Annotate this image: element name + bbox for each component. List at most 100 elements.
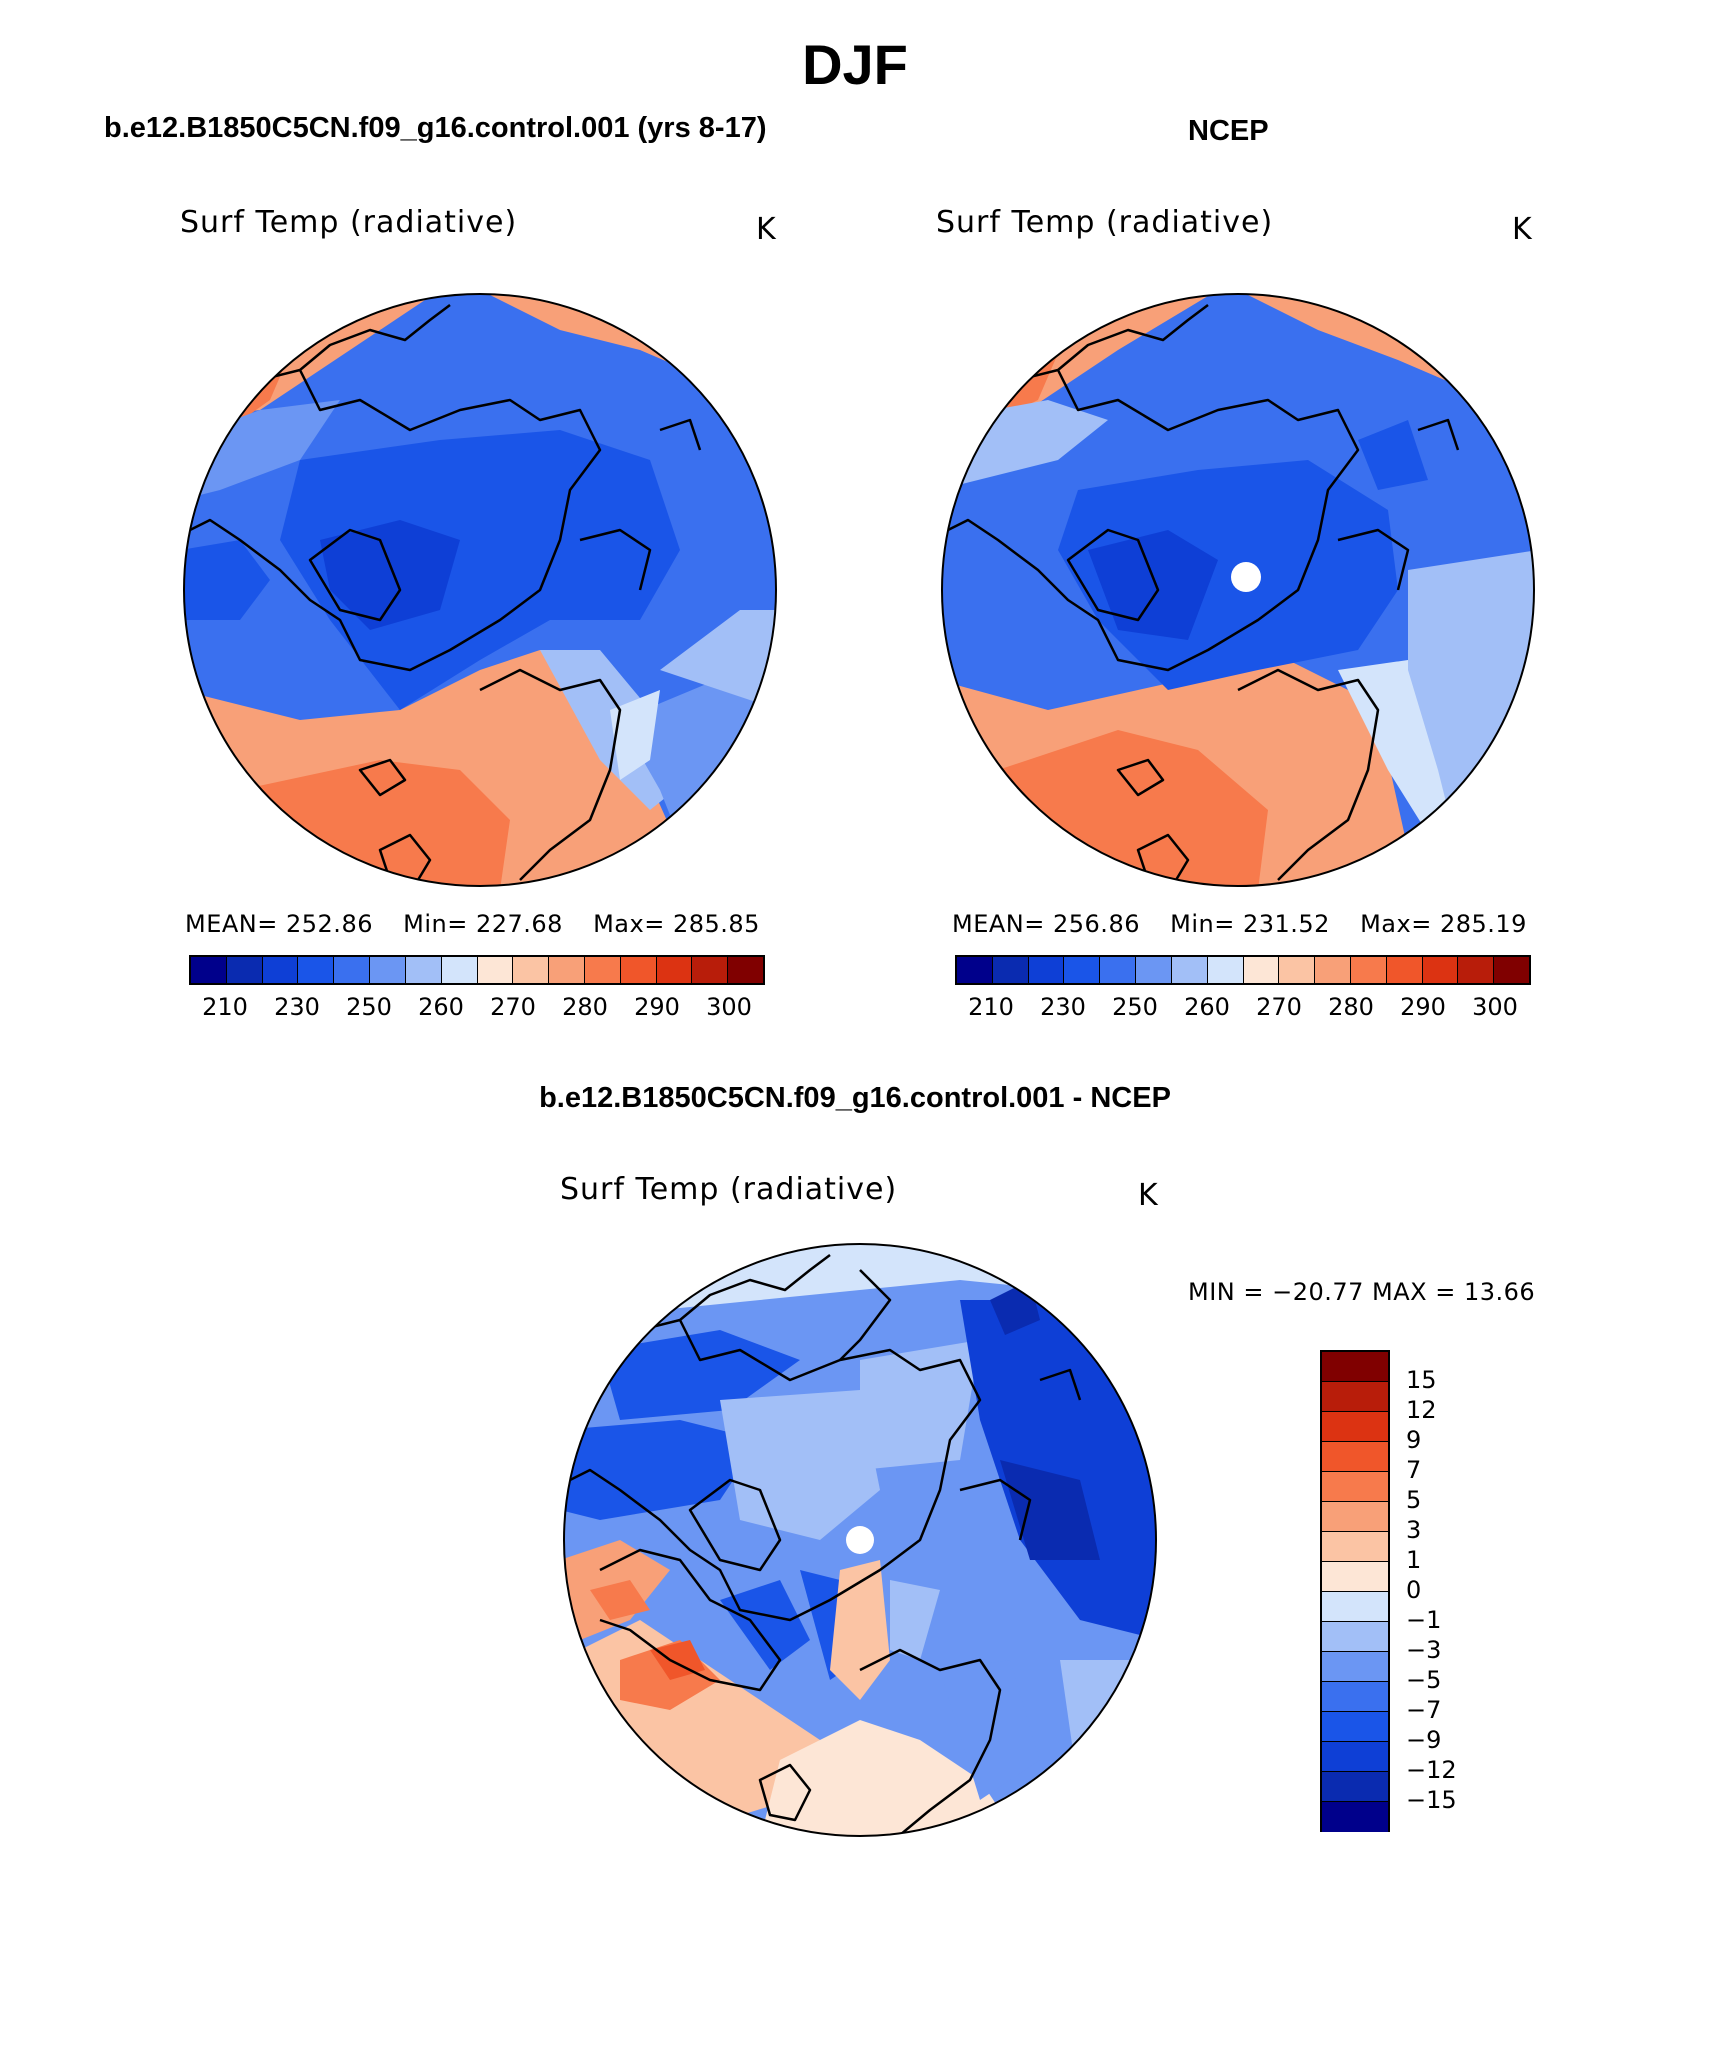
model-colorbar-tick-label: 280 [562,993,608,1021]
model-max-label: Max= [593,910,665,938]
obs-colorbar-swatch [1458,957,1495,983]
model-colorbar-tick-label: 260 [418,993,464,1021]
model-colorbar-tick-label: 250 [346,993,392,1021]
model-colorbar-swatch [549,957,585,983]
model-min-value: 227.68 [475,910,563,938]
model-mean-label: MEAN= [185,910,278,938]
diff-colorbar-tick-label: 3 [1406,1516,1422,1544]
diff-colorbar-swatch [1322,1352,1388,1382]
obs-colorbar-tick-label: 300 [1472,993,1518,1021]
model-colorbar-swatch [226,957,263,983]
obs-colorbar-tick-label: 270 [1256,993,1302,1021]
diff-colorbar-tick-label: 15 [1406,1366,1437,1394]
diff-polar-map [563,1243,1157,1837]
obs-colorbar-swatch [1207,957,1244,983]
model-variable-label: Surf Temp (radiative) [180,205,518,240]
obs-colorbar-swatch [1422,957,1459,983]
diff-colorbar-swatch [1322,1802,1388,1832]
model-colorbar-swatch [370,957,406,983]
diff-colorbar-swatch [1322,1592,1388,1622]
model-colorbar-swatch [728,957,763,983]
diff-colorbar-swatch [1322,1502,1388,1532]
obs-colorbar-swatch [1279,957,1316,983]
diff-colorbar-tick-label: −5 [1406,1666,1442,1694]
diff-panel-title: b.e12.B1850C5CN.f09_g16.control.001 - NC… [539,1082,1171,1114]
model-colorbar-swatch [441,957,478,983]
diff-colorbar-swatch [1322,1562,1388,1592]
diff-colorbar-tick-label: 7 [1406,1456,1422,1484]
diff-colorbar-swatch [1322,1682,1388,1712]
obs-colorbar-swatch [1064,957,1101,983]
obs-colorbar-swatch [1100,957,1137,983]
obs-colorbar-tick-label: 230 [1040,993,1086,1021]
model-units-label: K [756,212,777,247]
figure-title: DJF [802,33,908,96]
diff-colorbar-tick-label: 12 [1406,1396,1437,1424]
diff-colorbar-swatch [1322,1712,1388,1742]
diff-colorbar-swatch [1322,1622,1388,1652]
obs-colorbar-swatch [992,957,1029,983]
obs-colorbar-tick-label: 290 [1400,993,1446,1021]
diff-colorbar-tick-label: 1 [1406,1546,1422,1574]
obs-colorbar-swatch [1494,957,1529,983]
model-colorbar-swatch [477,957,514,983]
model-colorbar-swatch [298,957,335,983]
diff-variable-label: Surf Temp (radiative) [560,1172,898,1207]
model-colorbar-swatch [262,957,299,983]
obs-panel-title: NCEP [1188,115,1269,147]
model-mean-value: 252.86 [286,910,373,938]
obs-polar-map [941,293,1535,887]
obs-colorbar-swatch [1243,957,1280,983]
diff-colorbar-swatch [1322,1472,1388,1502]
model-colorbar-tick-label: 210 [202,993,248,1021]
obs-colorbar-swatch [1171,957,1208,983]
obs-max-label: Max= [1360,910,1432,938]
model-max-value: 285.85 [672,910,760,938]
obs-colorbar-swatch [1028,957,1065,983]
model-colorbar-swatch [334,957,371,983]
diff-colorbar-tick-label: −3 [1406,1636,1442,1664]
obs-stats: MEAN= 256.86 Min= 231.52 Max= 285.19 [952,910,1527,938]
model-colorbar-tick-label: 270 [490,993,536,1021]
diff-colorbar-tick-label: −9 [1406,1726,1442,1754]
diff-colorbar-swatch [1322,1772,1388,1802]
obs-max-value: 285.19 [1439,910,1527,938]
obs-colorbar-tick-label: 280 [1328,993,1374,1021]
obs-colorbar-tick-label: 260 [1184,993,1230,1021]
diff-colorbar-swatch [1322,1532,1388,1562]
diff-minmax-label: MIN = −20.77 MAX = 13.66 [1188,1278,1536,1306]
diff-colorbar-tick-label: −15 [1406,1786,1457,1814]
model-panel-title: b.e12.B1850C5CN.f09_g16.control.001 (yrs… [104,112,767,144]
model-min-label: Min= [403,910,468,938]
model-stats: MEAN= 252.86 Min= 227.68 Max= 285.85 [185,910,760,938]
obs-min-label: Min= [1170,910,1235,938]
obs-colorbar-swatch [1315,957,1351,983]
model-colorbar-swatch [656,957,693,983]
obs-colorbar-swatch [957,957,993,983]
obs-variable-label: Surf Temp (radiative) [936,205,1274,240]
diff-colorbar-tick-label: −7 [1406,1696,1442,1724]
model-colorbar-tick-label: 230 [274,993,320,1021]
obs-mean-label: MEAN= [952,910,1045,938]
diff-colorbar-tick-label: 9 [1406,1426,1422,1454]
diff-units-label: K [1138,1178,1159,1213]
model-colorbar [189,955,765,985]
diff-colorbar-tick-label: −12 [1406,1756,1457,1784]
model-colorbar-swatch [513,957,550,983]
model-colorbar-swatch [620,957,657,983]
diff-colorbar-swatch [1322,1382,1388,1412]
diff-colorbar-swatch [1322,1742,1388,1772]
diff-colorbar-tick-label: −1 [1406,1606,1442,1634]
model-polar-map [183,293,777,887]
model-colorbar-swatch [405,957,442,983]
model-colorbar-tick-label: 300 [706,993,752,1021]
diff-colorbar-swatch [1322,1442,1388,1472]
diff-colorbar-swatch [1322,1652,1388,1682]
obs-min-value: 231.52 [1242,910,1330,938]
obs-colorbar [955,955,1531,985]
model-colorbar-swatch [584,957,621,983]
diff-colorbar [1320,1350,1390,1832]
obs-colorbar-tick-label: 210 [968,993,1014,1021]
obs-colorbar-swatch [1350,957,1387,983]
diff-colorbar-tick-label: 5 [1406,1486,1422,1514]
